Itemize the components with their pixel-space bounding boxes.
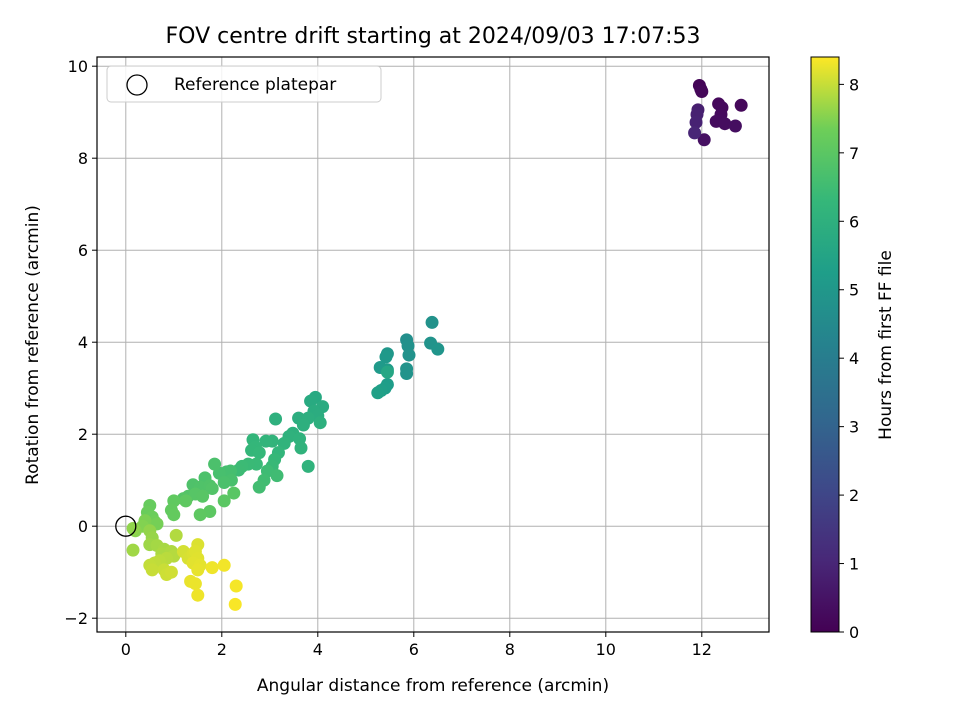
data-point bbox=[259, 434, 273, 448]
data-point bbox=[205, 561, 219, 575]
colorbar-tick-label: 0 bbox=[849, 623, 859, 642]
data-point bbox=[313, 416, 327, 430]
plot-frame bbox=[96, 56, 770, 633]
data-point bbox=[217, 494, 231, 508]
colorbar-tick-label: 8 bbox=[849, 75, 859, 94]
legend-entry-reference: Reference platepar bbox=[174, 75, 336, 95]
y-tick-label: 0 bbox=[78, 517, 88, 536]
x-tick-label: 2 bbox=[217, 640, 227, 659]
data-point bbox=[380, 365, 394, 379]
colorbar: 0 1 2 3 4 5 6 7 8 Hours from first FF file bbox=[810, 56, 896, 642]
y-tick-label: 8 bbox=[78, 149, 88, 168]
data-point bbox=[252, 480, 266, 494]
data-point bbox=[191, 588, 205, 602]
data-point bbox=[301, 459, 315, 473]
y-tick-label: 6 bbox=[78, 241, 88, 260]
data-point bbox=[217, 476, 231, 489]
x-axis-ticks: 0 2 4 6 8 10 12 bbox=[121, 632, 712, 659]
data-point bbox=[425, 315, 439, 329]
data-point bbox=[689, 115, 703, 129]
x-tick-label: 12 bbox=[692, 640, 712, 659]
data-point bbox=[227, 486, 241, 500]
colorbar-label: Hours from first FF file bbox=[876, 250, 896, 440]
data-point bbox=[402, 348, 416, 362]
data-point bbox=[379, 350, 393, 364]
x-tick-label: 6 bbox=[409, 640, 419, 659]
x-tick-label: 8 bbox=[505, 640, 515, 659]
x-tick-label: 10 bbox=[596, 640, 616, 659]
colorbar-ticks: 0 1 2 3 4 5 6 7 8 bbox=[839, 75, 859, 642]
data-point bbox=[734, 98, 748, 112]
chart-title: FOV centre drift starting at 2024/09/03 … bbox=[166, 24, 701, 49]
x-tick-label: 4 bbox=[313, 640, 323, 659]
data-point bbox=[167, 508, 181, 522]
y-axis-label: Rotation from reference (arcmin) bbox=[23, 205, 43, 485]
legend-marker-reference bbox=[126, 74, 148, 96]
data-point bbox=[270, 469, 284, 483]
grid bbox=[97, 57, 769, 632]
colorbar-tick-label: 5 bbox=[849, 281, 859, 300]
y-tick-label: −2 bbox=[64, 609, 88, 628]
data-point bbox=[400, 366, 414, 380]
x-tick-label: 0 bbox=[121, 640, 131, 659]
data-point bbox=[191, 563, 205, 577]
data-point bbox=[718, 117, 732, 131]
data-point bbox=[188, 577, 202, 591]
colorbar-tick-label: 1 bbox=[849, 555, 859, 574]
colorbar-tick-label: 2 bbox=[849, 486, 859, 505]
data-point bbox=[296, 418, 310, 432]
colorbar-tick-label: 7 bbox=[849, 144, 859, 163]
data-point bbox=[688, 126, 702, 140]
data-point bbox=[208, 457, 222, 471]
data-point bbox=[169, 528, 183, 542]
data-point bbox=[431, 342, 445, 356]
y-tick-label: 4 bbox=[78, 333, 88, 352]
data-point bbox=[269, 412, 283, 426]
data-point bbox=[145, 563, 159, 577]
legend-box bbox=[106, 65, 382, 103]
data-point bbox=[126, 543, 140, 557]
colorbar-tick-label: 3 bbox=[849, 418, 859, 437]
data-point bbox=[196, 489, 210, 503]
data-point bbox=[294, 441, 308, 455]
colorbar-tick-label: 4 bbox=[849, 349, 859, 368]
data-point bbox=[304, 394, 318, 408]
data-point bbox=[217, 558, 231, 572]
data-point bbox=[193, 508, 207, 522]
data-point bbox=[228, 597, 242, 611]
colorbar-tick-label: 6 bbox=[849, 212, 859, 231]
data-point bbox=[252, 446, 266, 460]
legend: Reference platepar bbox=[106, 65, 382, 103]
data-point bbox=[179, 494, 193, 508]
colorbar-gradient bbox=[810, 56, 840, 633]
data-points bbox=[115, 79, 748, 611]
data-point bbox=[229, 579, 243, 593]
data-point bbox=[164, 565, 178, 579]
x-axis-label: Angular distance from reference (arcmin) bbox=[257, 676, 609, 696]
data-point bbox=[728, 119, 742, 133]
data-point bbox=[205, 481, 219, 495]
reference-platepar-marker bbox=[115, 515, 137, 537]
y-tick-label: 10 bbox=[68, 57, 88, 76]
data-point bbox=[695, 85, 709, 98]
y-tick-label: 2 bbox=[78, 425, 88, 444]
y-axis-ticks: −2 0 2 4 6 8 10 bbox=[64, 57, 97, 628]
data-point bbox=[697, 133, 711, 147]
data-point bbox=[371, 386, 385, 400]
